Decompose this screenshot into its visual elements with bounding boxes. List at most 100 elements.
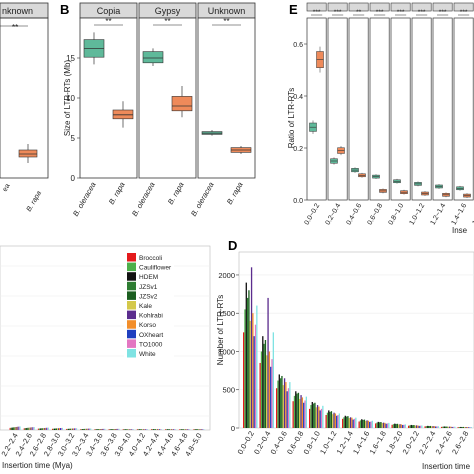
c-bar-3-5 bbox=[57, 428, 58, 430]
d-bar-10-3 bbox=[411, 425, 414, 428]
c-bar-8-8 bbox=[130, 429, 132, 430]
e-plot-0 bbox=[306, 17, 327, 201]
c-legend-swatch-0 bbox=[127, 253, 136, 262]
d-bar-5-7 bbox=[334, 413, 337, 428]
c-bar-11-10 bbox=[175, 429, 177, 430]
d-bar-11-1 bbox=[425, 426, 428, 428]
e-xtick-6: 1.2~1.4 bbox=[429, 202, 447, 226]
c-bar-0-10 bbox=[19, 426, 21, 430]
e-strip-5 bbox=[411, 2, 432, 12]
d-bar-1-6 bbox=[267, 297, 269, 428]
d-bar-9-6 bbox=[399, 424, 401, 428]
c-bar-8-0 bbox=[122, 429, 124, 430]
c-bar-1-2 bbox=[25, 428, 27, 430]
d-bar-2-9 bbox=[287, 388, 290, 428]
d-bar-13-0 bbox=[457, 427, 459, 428]
c-bar-12-7 bbox=[186, 429, 188, 430]
d-bar-13-4 bbox=[462, 426, 465, 428]
c-legend-label-5: Kale bbox=[139, 303, 152, 310]
c-bar-5-5 bbox=[85, 428, 87, 430]
c-bar-6-4 bbox=[98, 429, 100, 430]
d-bar-7-9 bbox=[370, 421, 372, 428]
c-legend-swatch-4 bbox=[127, 291, 136, 300]
e-sig-7: *** bbox=[460, 9, 468, 16]
e-sig-6: *** bbox=[439, 9, 447, 16]
c-bar-2-0 bbox=[37, 428, 39, 430]
d-bar-10-8 bbox=[418, 425, 420, 428]
c-bar-5-6 bbox=[86, 428, 88, 430]
c-bar-5-10 bbox=[90, 428, 92, 430]
d-bar-12-4 bbox=[446, 426, 448, 428]
c-bar-3-0 bbox=[52, 428, 53, 430]
c-bar-12-0 bbox=[179, 429, 181, 430]
d-bar-5-1 bbox=[326, 412, 329, 428]
c-bar-4-8 bbox=[74, 428, 76, 430]
c-bar-8-6 bbox=[128, 429, 130, 430]
b-sig-1: ** bbox=[164, 17, 170, 26]
d-bar-9-9 bbox=[403, 424, 405, 428]
e-xtick-0: 0.0~0.2 bbox=[303, 202, 321, 226]
d-bar-3-4 bbox=[297, 392, 300, 428]
d-bar-6-2 bbox=[344, 415, 346, 428]
c-bar-1-0 bbox=[23, 428, 25, 430]
c-bar-5-3 bbox=[83, 428, 85, 430]
d-bar-11-8 bbox=[435, 426, 437, 428]
d-bar-1-5 bbox=[266, 355, 268, 428]
d-bar-0-4 bbox=[248, 290, 250, 428]
d-bar-0-3 bbox=[246, 297, 249, 428]
c-bar-10-4 bbox=[155, 429, 156, 430]
d-bar-8-1 bbox=[376, 422, 378, 428]
c-bar-5-0 bbox=[80, 429, 82, 430]
c-bar-3-2 bbox=[54, 428, 55, 430]
d-bar-6-3 bbox=[345, 416, 348, 428]
c-bar-2-7 bbox=[44, 427, 46, 430]
c-bar-4-7 bbox=[73, 428, 75, 430]
d-bar-10-1 bbox=[409, 425, 411, 428]
d-ytick-label-0: 0 bbox=[231, 424, 235, 433]
c-bar-8-1 bbox=[123, 429, 125, 430]
c-legend-label-8: OXheart bbox=[139, 332, 163, 339]
c-bar-5-2 bbox=[82, 429, 84, 430]
c-bar-12-5 bbox=[184, 429, 186, 430]
d-bar-8-0 bbox=[375, 423, 377, 428]
c-bar-7-10 bbox=[118, 428, 120, 430]
d-bar-7-6 bbox=[366, 420, 368, 428]
panel-e-ylabel: Ratio of LTR-RTs bbox=[287, 88, 296, 149]
d-bar-12-8 bbox=[451, 426, 453, 428]
b-xtick-2-1: B. rapa bbox=[225, 181, 245, 206]
c-bar-13-2 bbox=[195, 429, 197, 430]
d-bar-4-2 bbox=[311, 401, 313, 428]
c-legend-swatch-10 bbox=[127, 349, 136, 358]
d-bar-12-3 bbox=[444, 426, 447, 428]
d-bar-12-9 bbox=[452, 426, 455, 428]
c-bar-0-7 bbox=[16, 426, 18, 430]
e-ytick-label-3: 0.6 bbox=[293, 42, 303, 49]
d-bar-0-1 bbox=[244, 309, 246, 428]
d-bar-10-9 bbox=[419, 425, 422, 428]
d-bar-7-2 bbox=[361, 419, 363, 428]
d-bar-3-8 bbox=[303, 402, 305, 428]
d-bar-8-3 bbox=[378, 422, 381, 428]
e-sig-0: *** bbox=[313, 9, 321, 16]
c-bar-11-6 bbox=[171, 429, 173, 430]
e-xtick-4: 0.8~1.0 bbox=[387, 202, 405, 226]
c-bar-3-10 bbox=[62, 427, 63, 430]
c-legend-swatch-9 bbox=[127, 339, 136, 348]
d-bar-13-2 bbox=[460, 426, 462, 428]
c-bar-9-2 bbox=[138, 429, 140, 430]
panel-e-label: E bbox=[289, 2, 298, 17]
c-bar-6-10 bbox=[104, 428, 106, 430]
c-bar-12-8 bbox=[187, 429, 189, 430]
c-bar-0-1 bbox=[10, 427, 12, 430]
d-bar-9-5 bbox=[398, 424, 400, 428]
d-bar-9-0 bbox=[391, 424, 393, 428]
c-bar-7-9 bbox=[117, 428, 119, 430]
d-bar-1-2 bbox=[262, 336, 264, 428]
d-bar-1-9 bbox=[271, 359, 273, 428]
e-ytick-label-1: 0.2 bbox=[293, 146, 303, 153]
d-bar-12-2 bbox=[443, 426, 445, 428]
d-bar-2-6 bbox=[283, 378, 286, 428]
c-bar-9-10 bbox=[146, 429, 148, 430]
d-bar-1-1 bbox=[260, 351, 263, 428]
